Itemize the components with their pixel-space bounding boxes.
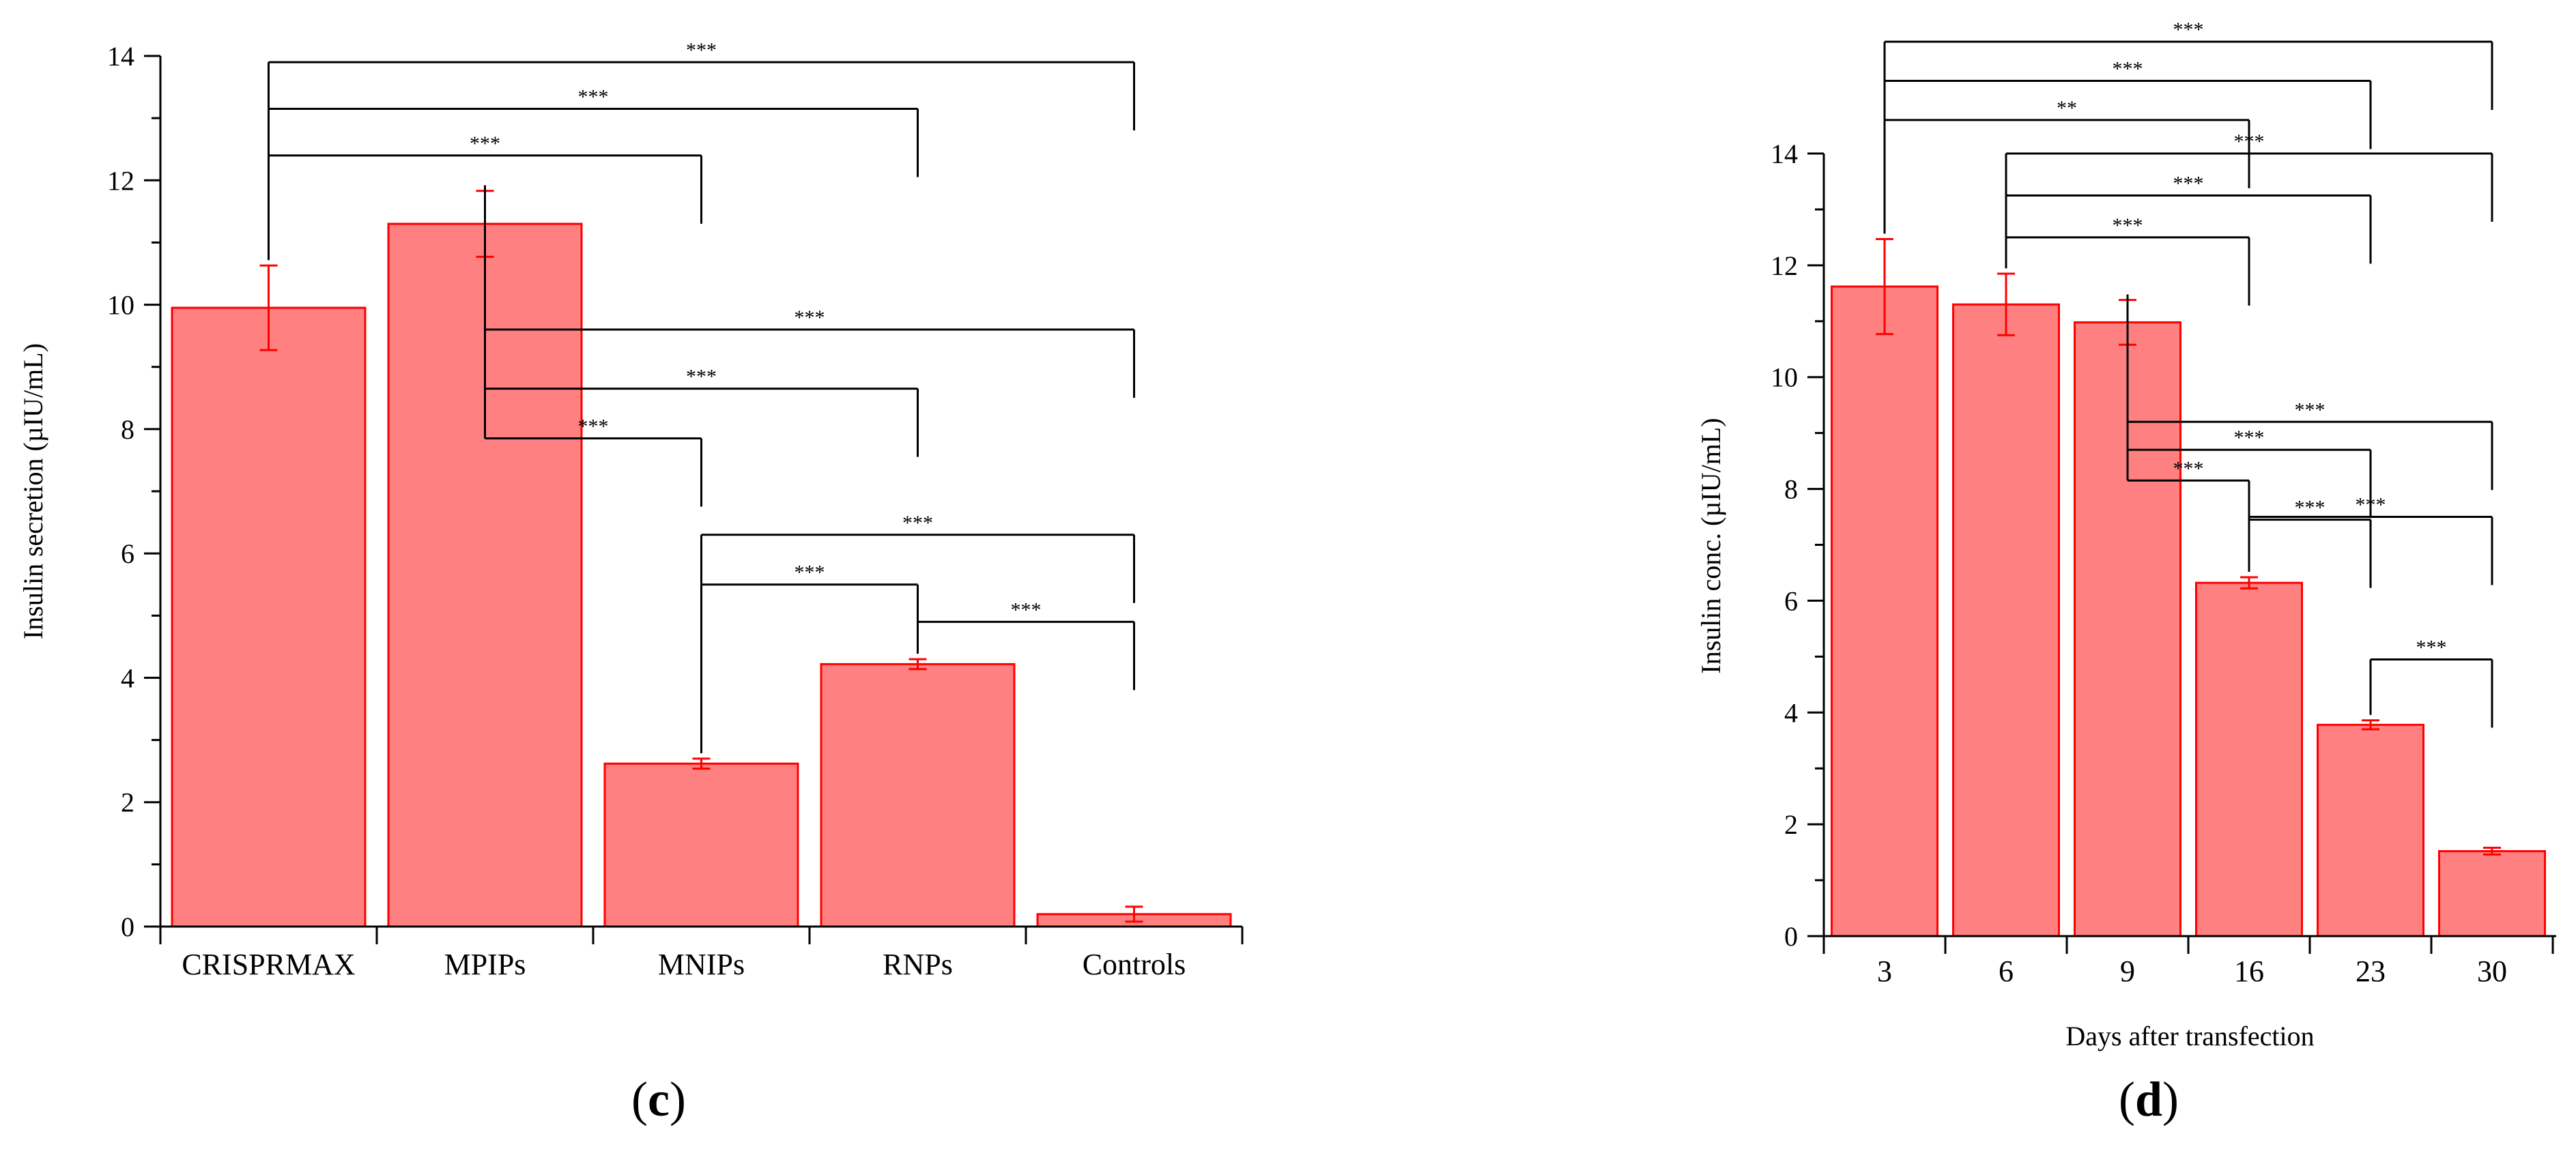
x-tick-label: CRISPRMAX	[182, 948, 355, 981]
significance-label: ***	[2234, 426, 2265, 449]
significance-label: ***	[470, 132, 500, 155]
y-tick-label: 8	[1784, 474, 1798, 505]
significance-bracket	[2005, 152, 2493, 269]
x-tick-label: 30	[2477, 955, 2507, 988]
significance-label: ***	[902, 512, 933, 534]
y-tick-label: 10	[1771, 362, 1798, 393]
y-tick-label: 2	[121, 787, 134, 818]
significance-label: ***	[2416, 636, 2447, 658]
significance-label: ***	[578, 85, 609, 108]
significance-label: ***	[2113, 214, 2143, 237]
significance-bracket	[2248, 516, 2493, 585]
significance-label: ***	[2295, 398, 2325, 421]
x-tick-label: RNPs	[883, 948, 953, 981]
significance-bracket	[268, 61, 1135, 261]
significance-bracket	[2369, 658, 2493, 728]
panel-label: (c)	[631, 1072, 686, 1126]
error-bar-30	[2483, 847, 2501, 856]
panel-letter: c	[648, 1072, 670, 1126]
y-tick-label: 0	[1784, 921, 1798, 952]
y-tick-label: 14	[107, 41, 134, 72]
y-tick-label: 6	[1784, 585, 1798, 616]
significance-label: ***	[2173, 18, 2204, 41]
x-tick-label: 9	[2120, 955, 2135, 988]
significance-label: ***	[2234, 130, 2265, 153]
x-tick-label: MPIPs	[444, 948, 526, 981]
significance-bracket	[917, 620, 1135, 690]
significance-bracket	[2248, 519, 2372, 588]
significance-bracket	[2005, 194, 2372, 269]
significance-label: ***	[686, 39, 717, 61]
y-tick-label: 2	[1784, 809, 1798, 840]
bar-30	[2438, 849, 2546, 937]
significance-label: ***	[2113, 57, 2143, 80]
significance-label: ***	[2356, 494, 2386, 517]
chart-panel-d: 0 2 4 6 8 10 12 14 3 6 9 16 23 30 Insulin conc. (µIU/m…	[1695, 18, 2556, 1126]
x-tick-label: 6	[1999, 955, 2014, 988]
x-tick-label: Controls	[1083, 948, 1186, 981]
y-tick-label: 6	[121, 538, 134, 569]
bar-3	[1831, 285, 1938, 937]
significance-label: ***	[578, 416, 609, 438]
x-tick-label: MNIPs	[658, 948, 745, 981]
significance-bracket	[2126, 294, 2493, 491]
bar-MNIPs	[603, 762, 799, 928]
y-axis-label: Insulin secretion (µIU/mL)	[18, 343, 48, 639]
significance-label: ***	[1011, 598, 1042, 621]
significance-bracket	[268, 107, 919, 261]
y-tick-label: 4	[1784, 697, 1798, 728]
significance-label: **	[2057, 97, 2077, 119]
y-axis-label: Insulin conc. (µIU/mL)	[1695, 418, 1726, 673]
error-bar-CRISPRMAX	[259, 264, 278, 351]
error-bar-3	[1876, 237, 1893, 336]
error-bar-Controls	[1125, 905, 1143, 923]
significance-bracket	[1883, 40, 2493, 234]
chart-panel-c: 0 2 4 6 8 10 12 14 CRISPRMAX MPIPs MNIPs RNPs Contro…	[18, 39, 1244, 1126]
bar-RNPs	[820, 663, 1016, 928]
error-bar-16	[2240, 576, 2258, 590]
significance-label: ***	[795, 562, 825, 584]
y-tick-label: 14	[1771, 139, 1798, 169]
significance-label: ***	[2173, 172, 2204, 194]
y-tick-label: 12	[107, 165, 134, 196]
significance-bracket	[700, 534, 1135, 753]
bar-23	[2317, 723, 2424, 937]
significance-bracket	[1883, 79, 2372, 234]
error-bar-MNIPs	[692, 757, 711, 770]
x-tick-label: 16	[2234, 955, 2264, 988]
significance-bracket	[484, 185, 1135, 398]
error-bar-RNPs	[908, 658, 927, 671]
significance-label: ***	[686, 366, 717, 388]
y-tick-label: 8	[121, 414, 134, 445]
x-tick-label: 3	[1877, 955, 1892, 988]
significance-label: ***	[2295, 497, 2325, 519]
x-tick-label: 23	[2356, 955, 2386, 988]
panel-label: (d)	[2119, 1072, 2179, 1126]
y-tick-label: 0	[121, 912, 134, 942]
bar-6	[1952, 303, 2060, 937]
y-tick-label: 10	[107, 290, 134, 321]
y-tick-label: 4	[121, 663, 134, 693]
panel-letter: d	[2135, 1072, 2162, 1126]
y-tick-label: 12	[1771, 250, 1798, 281]
error-bar-23	[2362, 719, 2379, 731]
bar-CRISPRMAX	[171, 306, 367, 928]
significance-label: ***	[795, 306, 825, 329]
x-axis-label: Days after transfection	[2065, 1021, 2314, 1051]
significance-label: ***	[2173, 457, 2204, 480]
error-bar-6	[1997, 272, 2015, 336]
axes	[159, 56, 1242, 944]
bar-16	[2195, 581, 2303, 937]
